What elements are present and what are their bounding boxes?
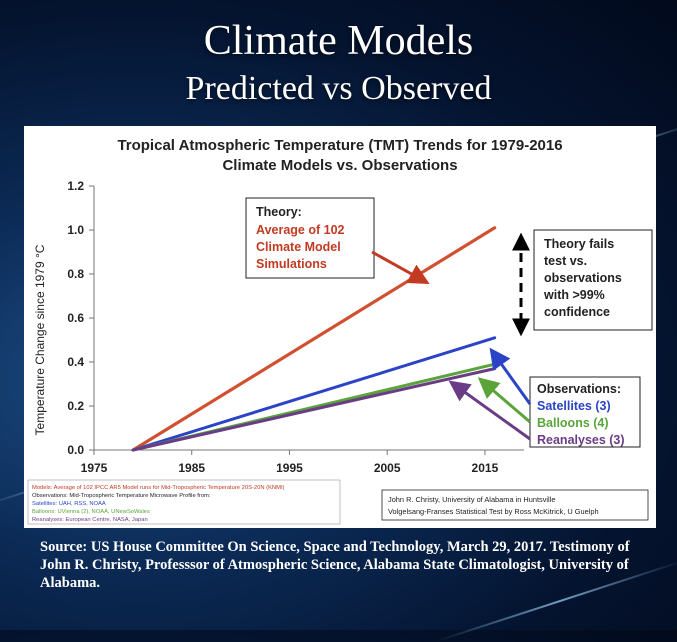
chart-title: Tropical Atmospheric Temperature (TMT) T… [117,137,562,154]
fails-line: test vs. [544,254,587,268]
fails-line: confidence [544,305,610,319]
reanalyses-line [131,367,497,452]
theory-heading: Theory: [256,205,302,219]
fails-box [533,229,653,331]
slide-subtitle: Predicted vs Observed [185,70,492,107]
observations-annotation: Observations: Satellites (3) Balloons (4… [448,347,641,448]
notes-left: Models: Average of 102 IPCC AR5 Model ru… [27,479,341,525]
note-line: Observations: Mid-Tropospheric Temperatu… [32,493,211,499]
fails-annotation: Theory fails test vs. observations with … [512,229,653,337]
tick-labels: 0.0 0.2 0.4 0.6 0.8 1.0 1.2 1975 1985 1995 2005 201… [67,179,498,475]
theory-box [245,197,375,279]
theory-line: Average of 102 [256,223,345,237]
y-tick-label: 0.8 [67,267,84,281]
x-tick-label: 1985 [178,461,205,475]
notes-right-box [381,489,649,521]
notes-left-box [27,479,341,525]
legend-satellites: Satellites (3) [537,399,611,413]
slide-title: Climate Models [203,18,474,64]
note-line: Satellites: UAH, RSS, NOAA [32,501,106,507]
x-tick-label: 2015 [472,461,499,475]
notes-right: John R. Christy, University of Alabama i… [381,489,649,521]
theory-arrow [371,250,430,285]
note-line: Models: Average of 102 IPCC AR5 Model ru… [32,485,285,491]
satellites-line [131,336,497,452]
satellites-arrow [489,347,532,405]
fails-line: with >99% [543,288,605,302]
theory-line: Climate Model [256,240,341,254]
source-caption: Source: US House Committee On Science, S… [40,539,630,591]
note-line: Reanalyses: European Centre, NASA, Japan [32,517,148,523]
note-line: Balloons: UVienna (2), NOAA, UNewSoWales [32,509,150,515]
theory-annotation: Theory: Average of 102 Climate Model Sim… [245,197,430,285]
chart-subtitle: Climate Models vs. Observations [222,157,457,174]
fails-line: observations [544,271,622,285]
y-axis-label: Temperature Change since 1979 °C [33,244,47,435]
y-tick-label: 0.6 [67,311,84,325]
y-tick-label: 1.0 [67,223,84,237]
y-tick-label: 0.4 [67,355,84,369]
y-tick-label: 1.2 [67,179,84,193]
balloons-arrow [477,377,531,424]
legend-balloons: Balloons (4) [537,416,609,430]
chart-panel: Tropical Atmospheric Temperature (TMT) T… [24,126,656,528]
observations-box [529,376,641,448]
x-tick-label: 1975 [81,461,108,475]
credit-line: John R. Christy, University of Alabama i… [388,495,555,504]
observations-heading: Observations: [537,382,621,396]
series-lines [131,226,497,452]
y-tick-label: 0.2 [67,399,84,413]
fails-line: Theory fails [544,237,614,251]
model-line [131,226,497,452]
reanalyses-arrow [448,380,531,441]
x-tick-label: 1995 [276,461,303,475]
legend-reanalyses: Reanalyses (3) [537,433,625,447]
x-tick-label: 2005 [374,461,401,475]
y-tick-label: 0.0 [67,443,84,457]
credit-line: Volgelsang-Franses Statistical Test by R… [388,507,599,516]
chart: Tropical Atmospheric Temperature (TMT) T… [27,137,653,525]
axes [89,185,524,455]
theory-line: Simulations [256,257,327,271]
